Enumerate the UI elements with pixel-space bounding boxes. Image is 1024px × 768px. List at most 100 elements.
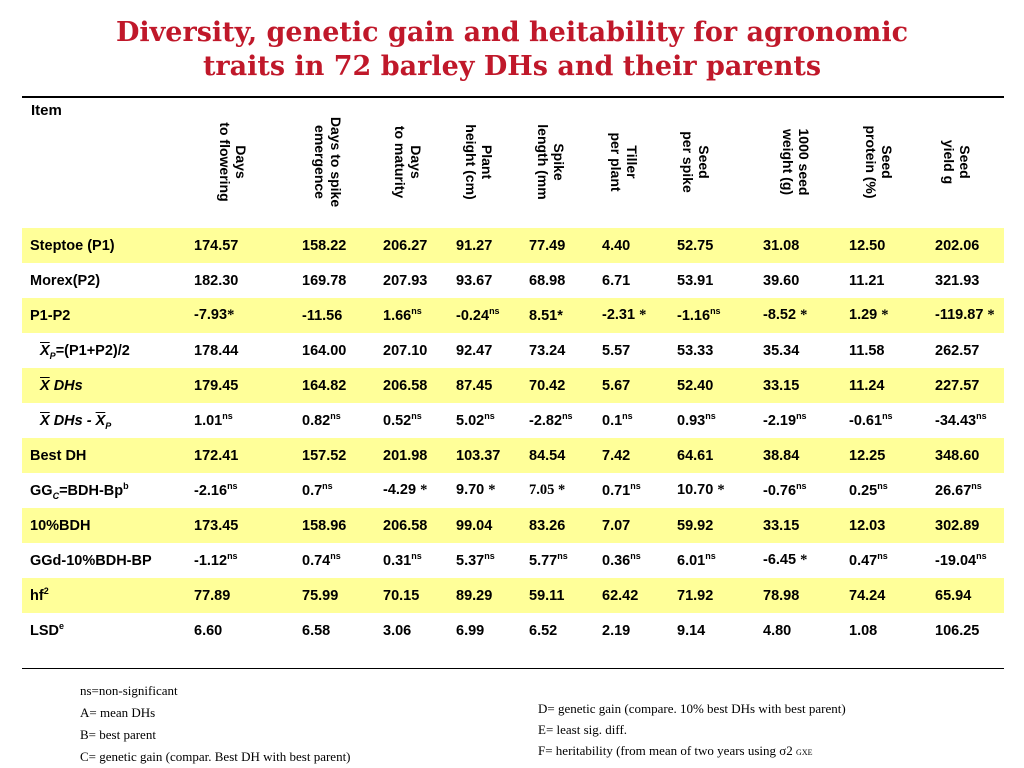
cell-value: 2.19 — [602, 622, 631, 639]
cell-value: 84.54 — [529, 447, 566, 464]
column-header-line: protein (%) — [863, 125, 879, 199]
cell-value: 0.52 — [383, 412, 412, 429]
cell-value: 12.25 — [849, 447, 886, 464]
table-cell: 206.58 — [375, 508, 448, 543]
table-cell: 5.02ns — [448, 403, 521, 438]
table-cell: 64.61 — [669, 438, 755, 473]
cell-value: 302.89 — [935, 517, 980, 534]
column-header: Days to flowering — [216, 104, 250, 220]
label-superscript: 2 — [43, 585, 49, 596]
ns-marker: ns — [489, 305, 500, 316]
data-table: Steptoe (P1) 174.57 158.22 206.27 91.27 77.49… — [22, 228, 1004, 648]
cell-value: 59.11 — [529, 587, 565, 604]
ns-marker: ns — [411, 550, 422, 561]
table-cell: 78.98 — [755, 578, 841, 613]
cell-value: 348.60 — [935, 447, 980, 464]
table-cell: 70.42 — [521, 368, 594, 403]
table-cell: 12.50 — [841, 228, 927, 263]
table-cell: 84.54 — [521, 438, 594, 473]
cell-value: 169.78 — [302, 272, 347, 289]
table-row: Morex(P2) 182.30 169.78 207.93 93.67 68.98 6.7… — [22, 263, 1004, 298]
cell-value: 207.10 — [383, 342, 428, 359]
table-cell: 0.1ns — [594, 403, 669, 438]
column-header-line: Days — [408, 145, 424, 179]
table-cell: -1.12ns — [186, 543, 294, 578]
cell-value: 7.05 — [529, 482, 558, 498]
table-cell: 91.27 — [448, 228, 521, 263]
cell-value: -6.45 — [763, 552, 801, 568]
table-cell: 3.06 — [375, 613, 448, 648]
footnote: A= mean DHs — [80, 705, 156, 720]
column-header: Seed yield g — [940, 104, 974, 220]
cell-value: 65.94 — [935, 587, 972, 604]
table-cell: -0.76ns — [755, 473, 841, 508]
table-cell: 77.49 — [521, 228, 594, 263]
table-row: 10%BDH 173.45 158.96 206.58 99.04 83.26 7.07 59… — [22, 508, 1004, 543]
cell-value: 206.58 — [383, 377, 428, 394]
label-text: GG — [30, 482, 53, 499]
table-cell: 89.29 — [448, 578, 521, 613]
column-header: Seed per spike — [679, 104, 713, 220]
cell-value: 0.93 — [677, 412, 706, 429]
ns-marker: ns — [330, 410, 341, 421]
ns-marker: ns — [877, 550, 888, 561]
table-cell: 77.89 — [186, 578, 294, 613]
table-cell: 0.82ns — [294, 403, 375, 438]
table-cell: 74.24 — [841, 578, 927, 613]
page-title: Diversity, genetic gain and heitability … — [0, 16, 1024, 84]
cell-value: 33.15 — [763, 377, 800, 394]
ns-marker: ns — [411, 410, 422, 421]
column-header-line: Plant — [479, 144, 495, 180]
column-header-text: Seed yield g — [941, 104, 973, 220]
row-label: X DHs - XP — [22, 403, 186, 438]
cell-value: 26.67 — [935, 482, 972, 499]
cell-value: -2.82 — [529, 412, 563, 429]
cell-value: 6.99 — [456, 622, 485, 639]
cell-value: 202.06 — [935, 237, 980, 254]
column-header-line: height (cm) — [463, 124, 479, 200]
table-cell: 178.44 — [186, 333, 294, 368]
cell-value: 33.15 — [763, 517, 800, 534]
column-header-line: Seed — [696, 145, 712, 179]
table-row: X DHs - XP 1.01ns 0.82ns 0.52ns 5.02ns -2.82n… — [22, 403, 1004, 438]
table-cell: 83.26 — [521, 508, 594, 543]
table-row: XP=(P1+P2)/2 178.44 164.00 207.10 92.47 73.24… — [22, 333, 1004, 368]
cell-value: 92.47 — [456, 342, 493, 359]
table-cell: 2.19 — [594, 613, 669, 648]
table-row: P1-P2 -7.93* -11.56 1.66ns -0.24ns 8.51* -2.31… — [22, 298, 1004, 333]
cell-value: 52.40 — [677, 377, 714, 394]
table-cell: 206.27 — [375, 228, 448, 263]
cell-value: 6.58 — [302, 622, 331, 639]
table-cell: 5.57 — [594, 333, 669, 368]
table-cell: 103.37 — [448, 438, 521, 473]
table-cell: 99.04 — [448, 508, 521, 543]
row-label: 10%BDH — [22, 508, 186, 543]
row-label: Best DH — [22, 438, 186, 473]
cell-value: 262.57 — [935, 342, 980, 359]
cell-value: -2.19 — [763, 412, 797, 429]
cell-value: 1.08 — [849, 622, 878, 639]
cell-value: 93.67 — [456, 272, 493, 289]
column-header-text: Days to maturity — [392, 104, 424, 220]
cell-value: 206.27 — [383, 237, 428, 254]
cell-value: 7.42 — [602, 447, 631, 464]
column-header: Plant height (cm) — [462, 104, 496, 220]
significance-star: * — [987, 307, 995, 323]
cell-value: 0.36 — [602, 552, 631, 569]
label-text: DHs - — [49, 412, 96, 429]
table-cell: 0.31ns — [375, 543, 448, 578]
ns-marker: ns — [976, 410, 987, 421]
column-header-line: emergence — [312, 125, 328, 199]
cell-value: 0.82 — [302, 412, 331, 429]
cell-value: 52.75 — [677, 237, 714, 254]
table-cell: 71.92 — [669, 578, 755, 613]
column-header-text: Spike length (mm — [535, 104, 567, 220]
table-cell: 158.96 — [294, 508, 375, 543]
ns-marker: ns — [484, 550, 495, 561]
cell-value: 0.71 — [602, 482, 631, 499]
label-text: DHs — [49, 377, 83, 394]
table-cell: 0.7ns — [294, 473, 375, 508]
table-cell: 164.82 — [294, 368, 375, 403]
row-label: hf2 — [22, 578, 186, 613]
table-cell: 202.06 — [927, 228, 1004, 263]
